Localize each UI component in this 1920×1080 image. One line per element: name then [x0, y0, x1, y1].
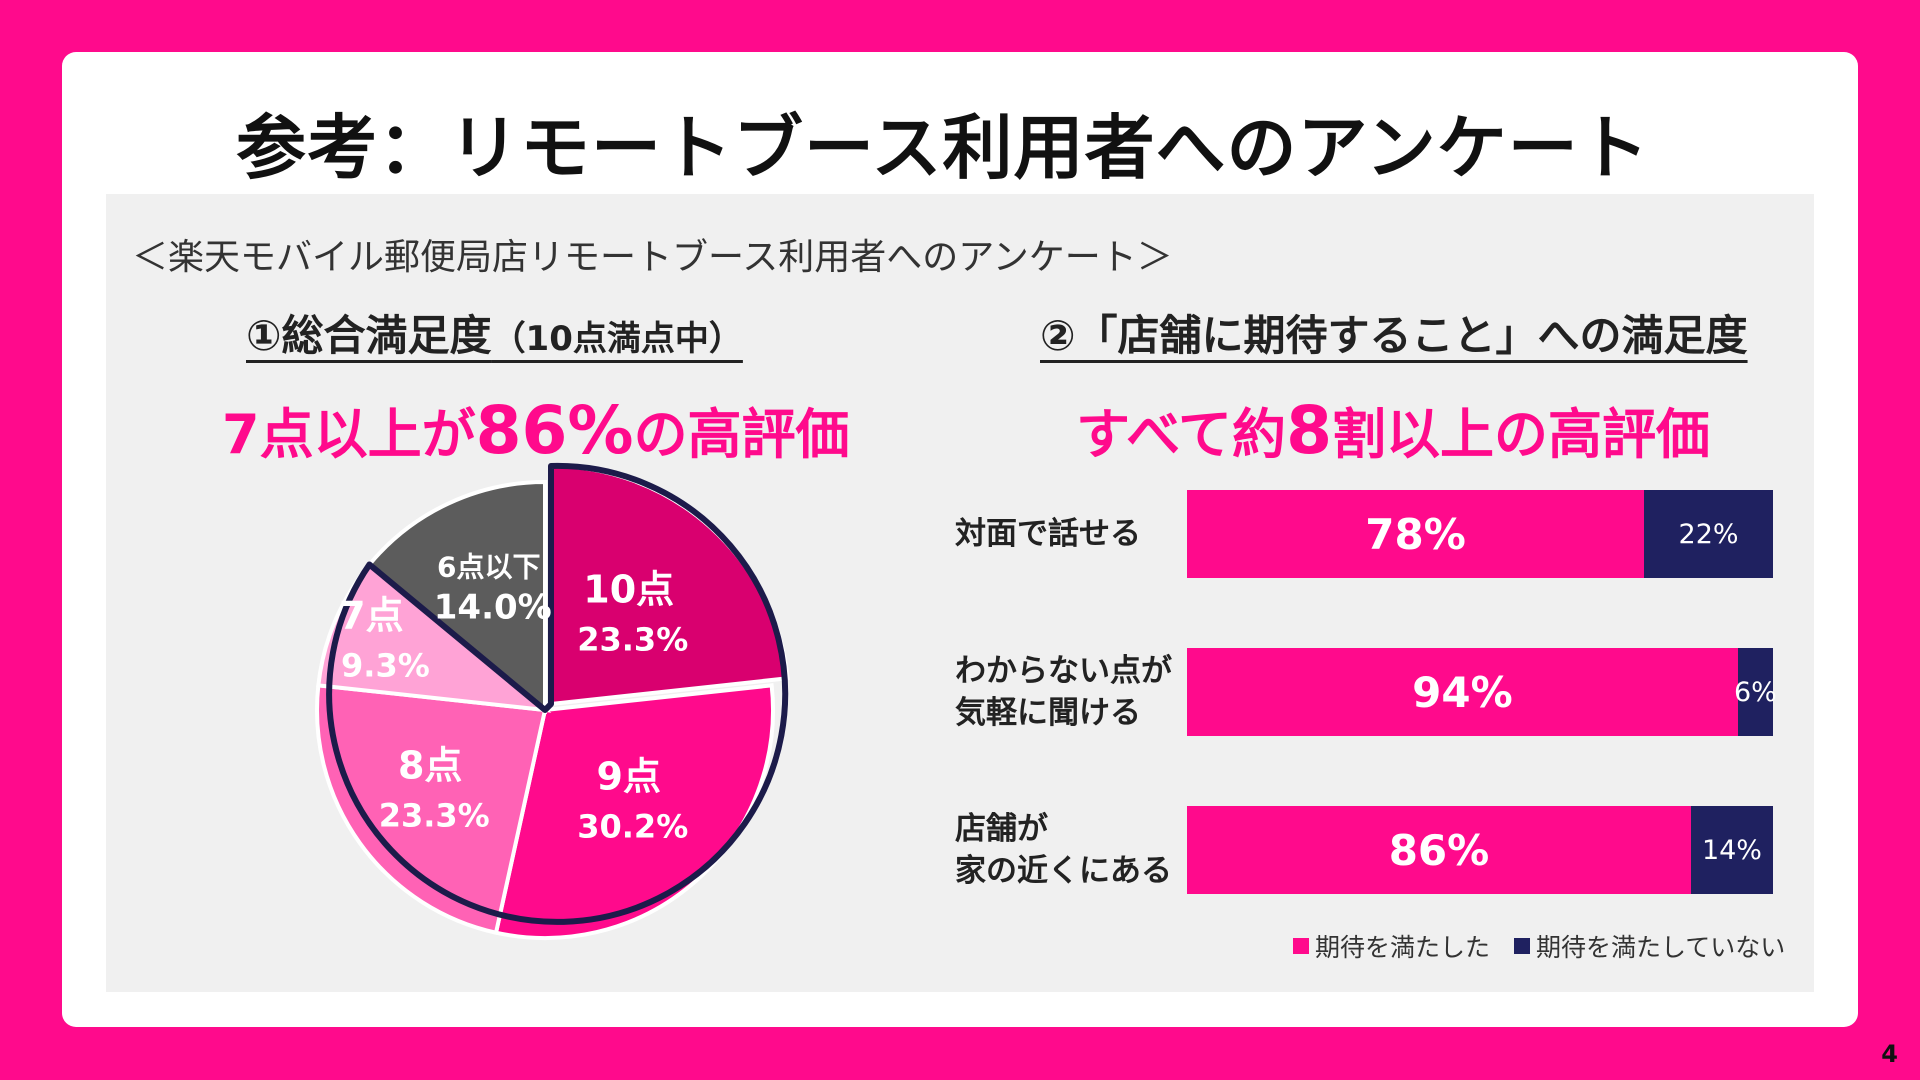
bar-row-label-3: 店舗が家の近くにある [955, 808, 1172, 892]
pie-section-title-main: ①総合満足度 [246, 311, 492, 360]
pie-value-label-2: 30.2% [577, 807, 688, 845]
bar-segment-not-met: 6% [1734, 648, 1777, 736]
bar-legend: 期待を満たした 期待を満たしていない [1293, 928, 1809, 964]
pie-value-label-4: 9.3% [341, 646, 430, 684]
bar-segment-not-met: 14% [1690, 806, 1773, 894]
pie-category-label-3: 8点 [398, 743, 462, 787]
legend-label-met: 期待を満たした [1315, 933, 1491, 962]
bar-row-label-line: 店舗が [955, 811, 1048, 847]
slide-title: 参考：リモートブース利用者へのアンケート [236, 107, 1650, 189]
legend-swatch-met [1293, 938, 1309, 954]
pie-value-label-1: 23.3% [577, 621, 688, 659]
bar-segment-met: 78% [1187, 490, 1645, 578]
legend-label-not-met: 期待を満たしていない [1536, 933, 1786, 962]
pie-section-title-sub: （10点満点中） [491, 319, 743, 359]
bar-headline: すべて約8割以上の高評価 [1076, 390, 1710, 469]
pie-value-label-3: 23.3% [379, 796, 490, 834]
bar-track-2: 94% 6% [1187, 648, 1777, 736]
satisfaction-pie-chart: 10点 23.3% 9点 30.2% 8点 23.3% 7点 9.3% 6点以下 14.0% [315, 462, 790, 940]
pie-headline-part1: 7点以上が [222, 403, 476, 466]
bar-row-label-2: わからない点が 気軽に聞ける [955, 650, 1172, 734]
bar-section-title: ②「店舗に期待すること」への満足度 [1040, 311, 1748, 360]
legend-swatch-not-met [1514, 938, 1531, 954]
bar-row-label-1: 対面で話せる [955, 513, 1141, 555]
bar-row-label-line: 対面で話せる [955, 516, 1141, 552]
pie-highlight-outline [326, 462, 789, 925]
pie-category-label-2: 9点 [597, 754, 661, 798]
pie-category-label-1: 10点 [583, 568, 674, 612]
legend-item-met: 期待を満たした [1293, 928, 1490, 964]
bar-row-label-line: わからない点が [955, 653, 1172, 689]
bar-headline-big: 8 [1286, 392, 1332, 469]
pie-slice-3 [315, 683, 548, 936]
bar-track-1: 78% 22% [1187, 490, 1773, 578]
pie-section-title: ①総合満足度（10点満点中） [246, 302, 743, 363]
pie-slice-2 [493, 683, 775, 940]
bar-segment-not-met: 22% [1644, 490, 1773, 578]
bar-track-3: 86% 14% [1187, 806, 1773, 894]
bar-segment-met: 86% [1187, 806, 1691, 894]
bar-row-label-line: 気軽に聞ける [955, 695, 1141, 731]
pie-value-label-5: 14.0% [434, 587, 552, 627]
pie-headline: 7点以上が86%の高評価 [222, 390, 850, 469]
bar-row-label-line: 家の近くにある [955, 853, 1172, 889]
survey-name: ＜楽天モバイル郵便局店リモートブース利用者へのアンケート＞ [132, 237, 1173, 278]
pie-category-label-4: 7点 [339, 593, 403, 637]
bar-segment-met: 94% [1187, 648, 1738, 736]
page-number: 4 [1881, 1040, 1898, 1068]
pie-slice-5 [366, 479, 547, 715]
legend-item-not-met: 期待を満たしていない [1514, 928, 1785, 964]
pie-headline-part2: の高評価 [633, 403, 850, 466]
bar-headline-part1: すべて約 [1076, 403, 1287, 466]
pie-headline-big: 86% [475, 392, 634, 469]
pie-category-label-5: 6点以下 [437, 550, 540, 583]
bar-headline-part2: 割以上の高評価 [1332, 403, 1710, 466]
